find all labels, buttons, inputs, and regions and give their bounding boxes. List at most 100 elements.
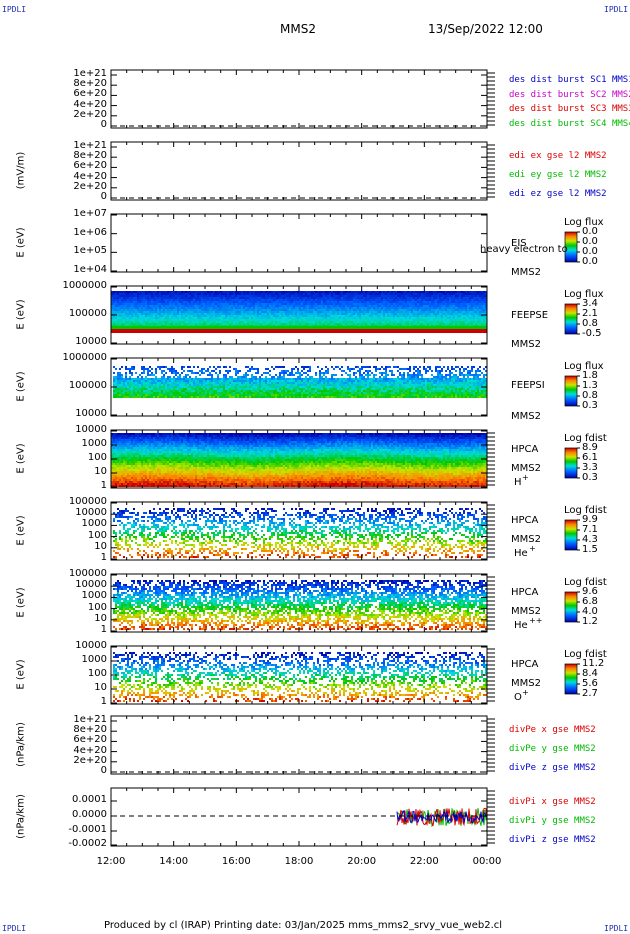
spectro-cell [269, 295, 271, 297]
spectro-cell [271, 291, 273, 293]
spectro-cell [175, 321, 177, 323]
spectro-cell [303, 323, 305, 325]
spectro-cell [281, 301, 283, 303]
spectro-cell [285, 315, 287, 317]
spectro-cell [417, 313, 419, 315]
spectro-cell [155, 305, 157, 307]
spectro-cell [427, 309, 429, 311]
spectro-cell [325, 311, 327, 313]
spectro-cell [209, 293, 211, 295]
spectro-cell [189, 323, 191, 325]
spectro-cell [117, 295, 119, 297]
spectro-cell [373, 305, 375, 307]
spectro-cell [149, 301, 151, 303]
spectro-cell [313, 315, 315, 317]
spectro-cell [183, 307, 185, 309]
spectro-cell [359, 317, 361, 319]
spectro-cell [423, 299, 425, 301]
spectro-cell [379, 309, 381, 311]
spectro-cell [423, 303, 425, 305]
spectro-cell [241, 315, 243, 317]
spectro-cell [295, 297, 297, 299]
spectro-cell [233, 291, 235, 293]
spectro-cell [147, 291, 149, 293]
spectro-cell [401, 291, 403, 293]
spectro-cell [241, 295, 243, 297]
spectro-cell [151, 297, 153, 299]
spectro-cell [209, 299, 211, 301]
spectro-cell [395, 301, 397, 303]
spectro-cell [289, 297, 291, 299]
spectro-cell [157, 299, 159, 301]
spectro-cell [411, 293, 413, 295]
spectro-cell [251, 301, 253, 303]
spectro-cell [313, 319, 315, 321]
spectro-cell [431, 307, 433, 309]
spectro-cell [165, 317, 167, 319]
spectro-cell [339, 305, 341, 307]
spectro-cell [259, 293, 261, 295]
spectro-cell [363, 313, 365, 315]
spectro-cell [265, 293, 267, 295]
spectro-cell [369, 291, 371, 293]
spectro-cell [421, 317, 423, 319]
spectro-cell [391, 293, 393, 295]
spectro-cell [419, 301, 421, 303]
spectro-cell [187, 307, 189, 309]
spectro-cell [149, 309, 151, 311]
spectro-cell [243, 323, 245, 325]
spectro-cell [143, 297, 145, 299]
spectro-cell [341, 321, 343, 323]
spectro-cell [281, 323, 283, 325]
spectro-cell [113, 295, 115, 297]
spectro-cell [315, 293, 317, 295]
spectro-cell [173, 307, 175, 309]
spectro-cell [117, 293, 119, 295]
spectro-cell [397, 309, 399, 311]
spectro-cell [411, 295, 413, 297]
spectro-cell [339, 309, 341, 311]
spectro-cell [193, 323, 195, 325]
spectro-cell [245, 305, 247, 307]
spectro-cell [305, 305, 307, 307]
spectro-cell [181, 297, 183, 299]
spectro-cell [431, 315, 433, 317]
spectro-cell [201, 317, 203, 319]
spectro-cell [131, 323, 133, 325]
spectro-cell [143, 301, 145, 303]
spectro-cell [345, 295, 347, 297]
spectro-cell [411, 303, 413, 305]
spectro-cell [237, 323, 239, 325]
spectro-cell [321, 305, 323, 307]
spectro-cell [313, 317, 315, 319]
spectro-cell [287, 313, 289, 315]
spectro-cell [361, 321, 363, 323]
spectro-cell [303, 299, 305, 301]
spectro-cell [275, 313, 277, 315]
spectro-cell [355, 301, 357, 303]
spectro-cell [275, 321, 277, 323]
spectro-cell [325, 295, 327, 297]
spectro-cell [203, 291, 205, 293]
spectro-cell [381, 305, 383, 307]
spectro-cell [127, 293, 129, 295]
spectro-cell [411, 307, 413, 309]
spectro-cell [429, 299, 431, 301]
spectro-cell [401, 293, 403, 295]
spectro-cell [325, 323, 327, 325]
spectro-cell [297, 305, 299, 307]
spectro-cell [169, 309, 171, 311]
spectro-cell [153, 293, 155, 295]
spectro-cell [231, 305, 233, 307]
spectro-cell [353, 303, 355, 305]
spectro-cell [419, 321, 421, 323]
spectro-cell [239, 315, 241, 317]
spectro-cell [245, 313, 247, 315]
spectro-cell [283, 307, 285, 309]
spectro-cell [317, 303, 319, 305]
spectro-cell [191, 307, 193, 309]
spectro-cell [267, 323, 269, 325]
spectro-cell [433, 297, 435, 299]
spectro-cell [425, 291, 427, 293]
spectro-cell [387, 291, 389, 293]
